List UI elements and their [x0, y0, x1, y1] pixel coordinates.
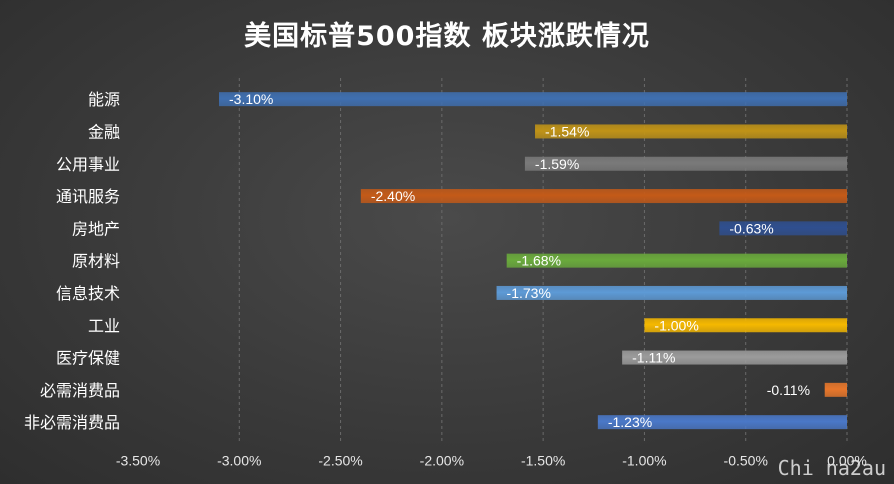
- category-label: 非必需消费品: [24, 413, 120, 432]
- category-label: 公用事业: [56, 155, 120, 174]
- bar-value-label: -0.63%: [729, 220, 773, 236]
- category-label: 金融: [88, 122, 120, 141]
- category-label: 工业: [88, 316, 120, 335]
- bar: [597, 415, 847, 430]
- category-label: 房地产: [72, 219, 120, 238]
- x-tick-label: 0.00%: [827, 452, 867, 468]
- x-tick-label: -1.50%: [521, 452, 565, 468]
- x-tick-label: -2.00%: [420, 452, 464, 468]
- category-label: 能源: [88, 90, 120, 109]
- bar-value-label: -1.23%: [608, 414, 652, 430]
- bar-value-label: -1.11%: [632, 350, 675, 366]
- bar: [824, 382, 847, 397]
- bar: [219, 92, 847, 107]
- category-label: 信息技术: [56, 284, 120, 303]
- category-label: 通讯服务: [56, 187, 120, 206]
- x-tick-label: -1.00%: [622, 452, 666, 468]
- category-label: 必需消费品: [40, 381, 120, 400]
- bar-value-label: -0.11%: [767, 382, 810, 398]
- bar-value-label: -1.73%: [507, 285, 551, 301]
- bar-value-label: -2.40%: [371, 188, 415, 204]
- bar-value-label: -1.59%: [535, 156, 579, 172]
- bar: [506, 253, 847, 268]
- bar: [644, 318, 847, 333]
- x-tick-label: -0.50%: [724, 452, 768, 468]
- bar-value-label: -3.10%: [229, 91, 273, 107]
- bar-value-label: -1.54%: [545, 123, 589, 139]
- bar-value-label: -1.00%: [654, 317, 698, 333]
- bar: [535, 124, 847, 139]
- x-tick-label: -2.50%: [318, 452, 362, 468]
- bar: [360, 189, 847, 204]
- category-label: 原材料: [72, 252, 120, 271]
- category-label: 医疗保健: [56, 349, 120, 368]
- bar: [719, 221, 847, 236]
- x-tick-label: -3.50%: [116, 452, 160, 468]
- watermark: Chi na2au: [777, 456, 886, 480]
- x-tick-label: -3.00%: [217, 452, 261, 468]
- chart-title: 美国标普500指数 板块涨跌情况: [244, 21, 650, 52]
- bar-value-label: -1.68%: [517, 253, 561, 269]
- bar: [524, 156, 847, 171]
- bar: [622, 350, 847, 365]
- bar: [496, 285, 847, 300]
